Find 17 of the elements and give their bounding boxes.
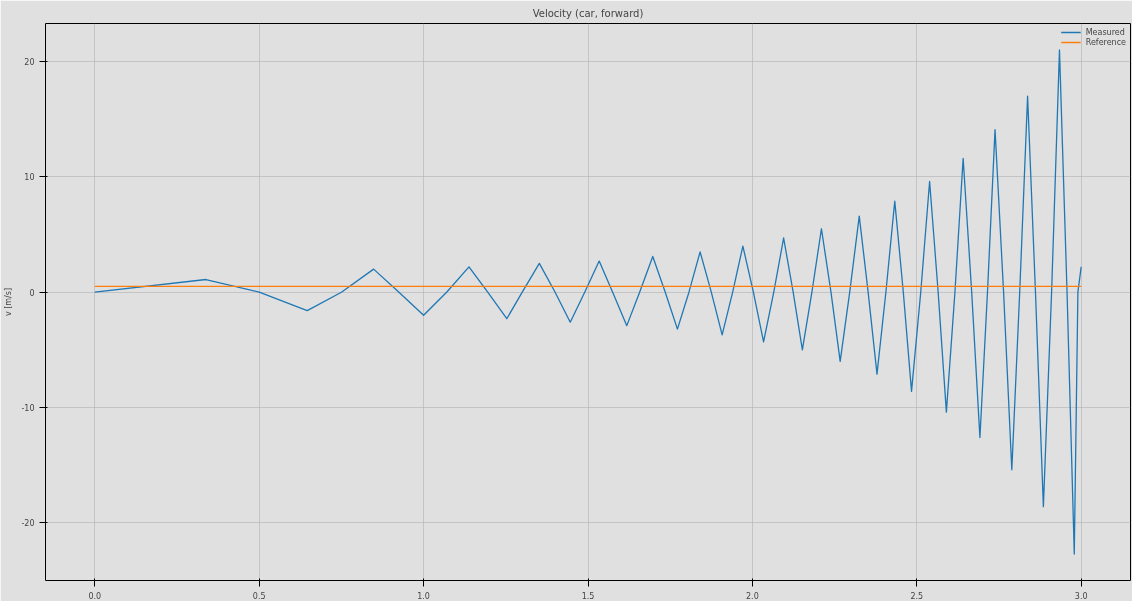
chart-title: Velocity (car, forward) [532,7,644,19]
y-tick-label: -20 [21,519,35,529]
y-tick-label: -10 [21,404,35,414]
x-tick-label: 2.5 [910,591,924,601]
x-tick-label: 1.5 [581,591,595,601]
x-tick-label: 2.0 [746,591,759,601]
y-tick-label: 0 [29,288,35,298]
x-tick-label: 0.5 [252,591,266,601]
x-tick-label: 1.0 [417,591,430,601]
legend-label: Reference [1085,37,1126,47]
y-tick-label: 10 [24,173,35,183]
x-tick-label: 0.0 [88,591,102,601]
legend-label: Measured [1085,27,1125,37]
y-axis-title: v [m/s] [4,287,14,317]
x-tick-label: 3.0 [1074,591,1088,601]
y-tick-label: 20 [24,58,35,68]
line-series [94,49,1082,555]
